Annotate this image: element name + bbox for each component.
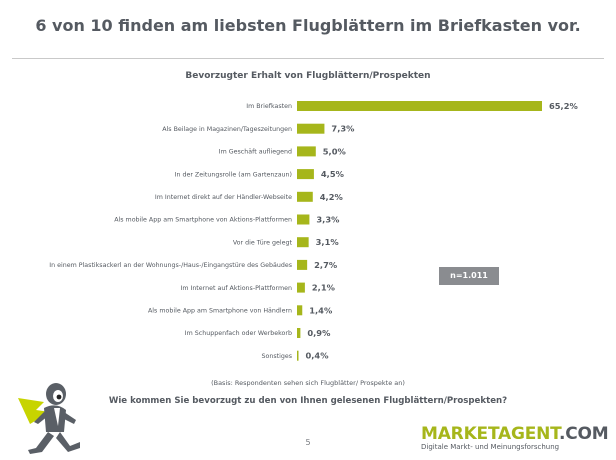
survey-question: Wie kommen Sie bevorzugt zu den von Ihne… (108, 396, 508, 406)
value-label: 1,4% (309, 305, 333, 315)
value-label: 65,2% (549, 101, 578, 111)
brand-name: MARKETAGENT (421, 424, 559, 444)
bar (297, 169, 314, 180)
category-label: In einem Plastiksackerl an der Wohnungs-… (49, 262, 292, 269)
mascot-agent-icon (18, 383, 80, 454)
brand-tagline: Digitale Markt- und Meinungsforschung (421, 443, 560, 451)
page-number: 5 (305, 438, 311, 447)
bar (297, 328, 301, 338)
category-label: Im Briefkasten (246, 103, 292, 110)
bar (297, 123, 325, 134)
chart-title: Bevorzugter Erhalt von Flugblättern/Pros… (185, 71, 431, 81)
value-label: 3,1% (316, 237, 340, 247)
value-label: 0,9% (307, 328, 331, 338)
bar (297, 191, 313, 202)
value-label: 7,3% (331, 124, 355, 134)
bar (297, 350, 299, 361)
value-label: 4,5% (321, 169, 345, 179)
bar-chart: Im Briefkasten 65,2% Als Beilage in Magazi… (49, 101, 578, 361)
brand-suffix: .COM (559, 424, 609, 444)
basis-note: (Basis: Respondenten sehen sich Flugblät… (211, 379, 405, 387)
bar (297, 214, 310, 225)
category-label: Im Internet direkt auf der Händler-Webse… (155, 194, 292, 201)
title-divider (12, 58, 604, 59)
category-label: Als mobile App am Smartphone von Händler… (148, 308, 292, 315)
sample-size-badge: n=1.011 (439, 267, 499, 285)
category-label: Im Schuppenfach oder Werbekorb (185, 330, 292, 337)
value-label: 4,2% (320, 192, 344, 202)
bar (297, 305, 303, 316)
value-label: 5,0% (323, 146, 347, 156)
category-label: In der Zeitungsrolle (am Gartenzaun) (175, 171, 292, 178)
category-label: Im Geschäft aufliegend (219, 149, 292, 156)
category-label: Im Internet auf Aktions-Plattformen (180, 285, 292, 292)
bar (297, 146, 316, 157)
bar (297, 282, 305, 293)
value-label: 3,3% (316, 215, 340, 225)
value-label: 2,1% (312, 283, 336, 293)
bar (297, 259, 308, 270)
bar (297, 101, 542, 111)
category-label: Sonstiges (262, 353, 293, 360)
page-title: 6 von 10 finden am liebsten Flugblättern… (35, 16, 581, 35)
bar (297, 237, 309, 248)
brand-logo: MARKETAGENT.COM Digitale Markt- und Mein… (421, 424, 609, 452)
brand-wordmark: MARKETAGENT.COM (421, 424, 609, 444)
category-label: Vor die Türe gelegt (233, 239, 293, 246)
value-label: 0,4% (306, 351, 330, 361)
category-label: Als Beilage in Magazinen/Tageszeitungen (162, 126, 292, 133)
category-label: Als mobile App am Smartphone von Aktions… (114, 217, 292, 224)
value-label: 2,7% (314, 260, 338, 270)
